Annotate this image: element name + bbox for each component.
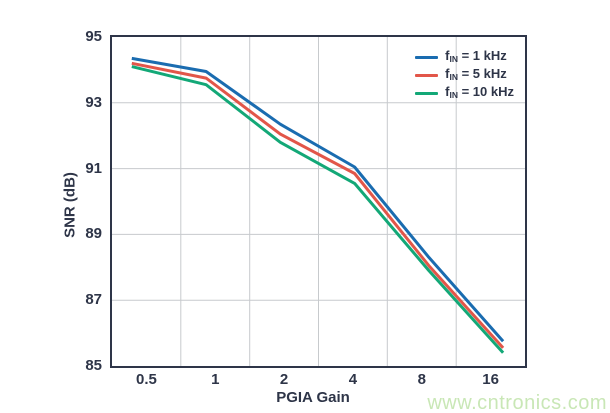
x-tick-label: 8 xyxy=(417,371,426,388)
x-tick-label: 4 xyxy=(348,371,358,388)
legend-item-5khz: fIN = 5 kHz xyxy=(415,65,514,82)
chart-lines xyxy=(112,37,525,366)
legend-line-swatch-5khz xyxy=(415,73,439,77)
series-line-1 xyxy=(131,56,505,343)
legend-item-10khz: fIN = 10 kHz xyxy=(415,83,514,100)
legend-line-swatch-10khz xyxy=(415,91,439,95)
y-tick-label: 91 xyxy=(85,159,102,177)
x-tick-label: 1 xyxy=(211,371,220,388)
x-tick-label: 2 xyxy=(279,371,289,388)
legend-label-10khz: fIN = 10 kHz xyxy=(445,83,514,100)
y-tick-label: 93 xyxy=(85,93,102,111)
legend-label-1khz: fIN = 1 kHz xyxy=(445,47,507,64)
y-tick-label: 89 xyxy=(85,225,102,243)
x-tick-label: 0.5 xyxy=(135,371,157,388)
watermark: www.cntronics.com xyxy=(427,392,607,413)
legend-item-1khz: fIN = 1 kHz xyxy=(415,47,514,64)
series-line-3 xyxy=(131,65,505,354)
legend: fIN = 1 kHz fIN = 5 kHz fIN = 10 kHz xyxy=(415,47,514,100)
series-line-2 xyxy=(131,61,505,349)
y-tick-label: 95 xyxy=(85,28,102,45)
x-tick-label: 16 xyxy=(482,371,499,388)
x-axis-title: PGIA Gain xyxy=(276,389,350,406)
y-tick-label: 87 xyxy=(85,291,102,309)
y-tick-label: 85 xyxy=(85,357,102,374)
plot-area: fIN = 1 kHz fIN = 5 kHz fIN = 10 kHz xyxy=(110,35,527,368)
legend-line-swatch-1khz xyxy=(415,55,439,59)
legend-label-5khz: fIN = 5 kHz xyxy=(445,65,507,82)
